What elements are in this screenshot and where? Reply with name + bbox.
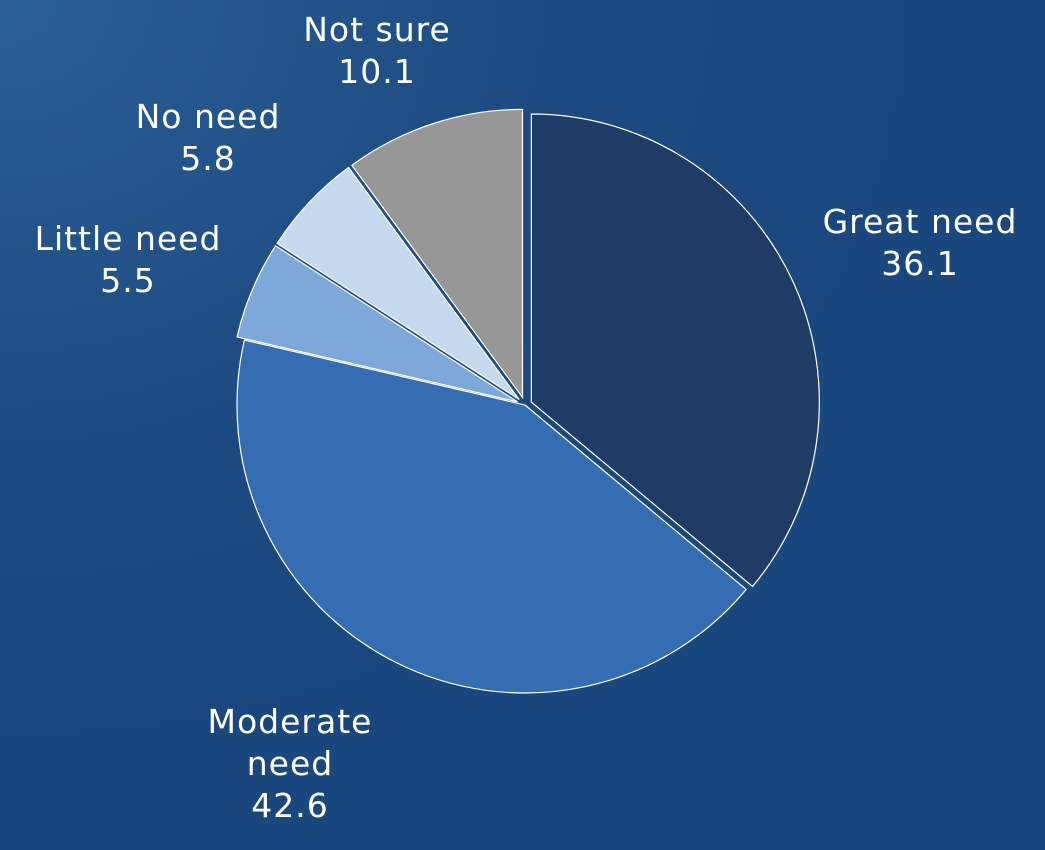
label-no-need: No need 5.8: [136, 97, 281, 178]
slices-layer: [236, 108, 820, 694]
data-label-great-need: 36.1: [881, 244, 958, 283]
data-label-not-sure: 10.1: [338, 52, 415, 91]
slice-little-need: [236, 244, 518, 403]
slice-not-sure: [351, 108, 524, 400]
slice-moderate-need: [236, 339, 748, 694]
label-not-sure: Not sure 10.1: [303, 10, 451, 91]
category-label-not-sure: Not sure: [303, 10, 451, 49]
labels-layer: Great need 36.1 Moderate need 42.6 Little nee…: [35, 10, 1018, 825]
slice-no-need: [276, 166, 520, 401]
category-label-moderate-need: need: [247, 744, 333, 783]
data-label-no-need: 5.8: [180, 139, 235, 178]
data-label-moderate-need: 42.6: [251, 786, 328, 825]
label-great-need: Great need 36.1: [823, 202, 1018, 283]
category-label-moderate-need: Moderate: [208, 702, 373, 741]
category-label-great-need: Great need: [823, 202, 1018, 241]
label-moderate-need: Moderate need 42.6: [208, 702, 373, 825]
data-label-little-need: 5.5: [100, 261, 155, 300]
slice-great-need: [530, 113, 820, 588]
label-little-need: Little need 5.5: [35, 219, 222, 300]
category-label-little-need: Little need: [35, 219, 222, 258]
category-label-no-need: No need: [136, 97, 281, 136]
